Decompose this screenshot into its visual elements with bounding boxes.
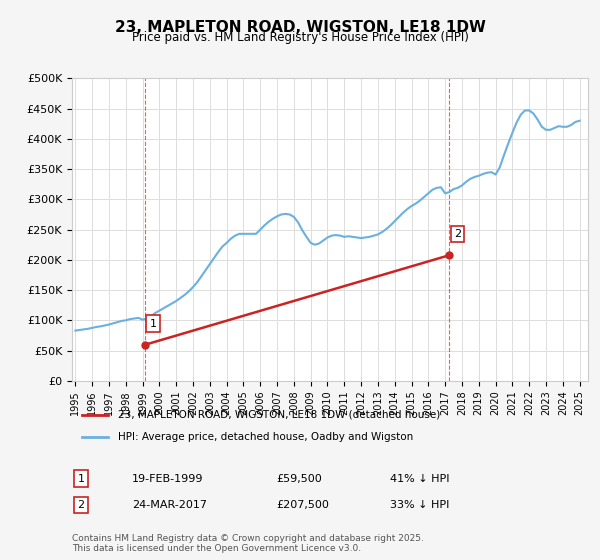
Text: 23, MAPLETON ROAD, WIGSTON, LE18 1DW (detached house): 23, MAPLETON ROAD, WIGSTON, LE18 1DW (de…	[118, 409, 440, 419]
Text: £59,500: £59,500	[276, 474, 322, 484]
Text: 2: 2	[77, 500, 85, 510]
Text: Price paid vs. HM Land Registry's House Price Index (HPI): Price paid vs. HM Land Registry's House …	[131, 31, 469, 44]
Point	[140, 340, 149, 349]
Text: 24-MAR-2017: 24-MAR-2017	[132, 500, 207, 510]
Text: £207,500: £207,500	[276, 500, 329, 510]
Text: 2: 2	[454, 229, 461, 239]
Text: HPI: Average price, detached house, Oadby and Wigston: HPI: Average price, detached house, Oadb…	[118, 432, 413, 442]
Text: 1: 1	[149, 319, 157, 329]
Text: 41% ↓ HPI: 41% ↓ HPI	[390, 474, 449, 484]
Text: 23, MAPLETON ROAD, WIGSTON, LE18 1DW: 23, MAPLETON ROAD, WIGSTON, LE18 1DW	[115, 20, 485, 35]
Text: 1: 1	[77, 474, 85, 484]
Text: Contains HM Land Registry data © Crown copyright and database right 2025.
This d: Contains HM Land Registry data © Crown c…	[72, 534, 424, 553]
Text: 33% ↓ HPI: 33% ↓ HPI	[390, 500, 449, 510]
Text: 19-FEB-1999: 19-FEB-1999	[132, 474, 203, 484]
Point	[444, 251, 454, 260]
